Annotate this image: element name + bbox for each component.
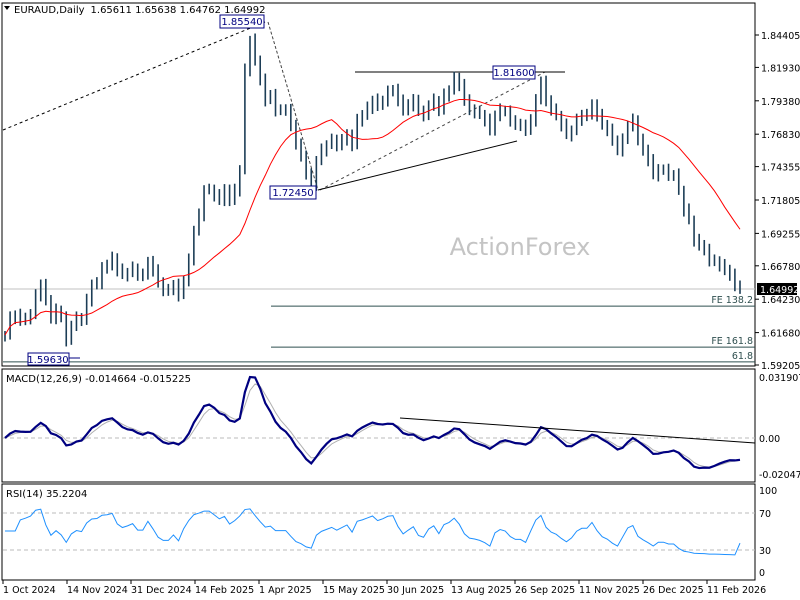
svg-text:1.59630: 1.59630: [27, 355, 68, 366]
price-tick-label: 1.69255: [761, 229, 800, 240]
label-low: 1.72450: [269, 185, 317, 200]
time-tick-label: 14 Nov 2024: [67, 585, 128, 596]
rsi-pane-frame: [1, 483, 756, 581]
time-tick-label: 30 Jun 2025: [387, 585, 444, 596]
fe-138-label: FE 138.2: [711, 295, 753, 306]
moving-average-line: [4, 99, 741, 336]
price-tick-label: 1.71805: [761, 196, 800, 207]
price-tick-label: 1.84405: [761, 31, 800, 42]
macd-tick-bottom: -0.020479: [759, 470, 800, 481]
time-tick-label: 1 Apr 2025: [259, 585, 312, 596]
price-tick-label: 1.79380: [761, 97, 800, 108]
svg-text:1.85540: 1.85540: [221, 17, 262, 28]
support-trendline: [317, 140, 518, 191]
trendlines: [2, 21, 755, 363]
svg-text:1.81600: 1.81600: [493, 68, 534, 79]
macd-tick-top: 0.031907: [759, 373, 800, 384]
macd-signal-line: [4, 383, 741, 468]
label-resistance: 1.81600: [492, 65, 536, 80]
time-tick-label: 11 Feb 2026: [707, 585, 766, 596]
rsi-tick-0: 0: [759, 568, 765, 579]
macd-tick-zero: 0.00: [759, 434, 780, 445]
price-tick-label: 1.61680: [761, 329, 800, 340]
rsi-tick-30: 30: [759, 546, 771, 557]
macd-line: [4, 375, 741, 470]
time-tick-label: 1 Oct 2024: [3, 585, 56, 596]
time-tick-label: 15 May 2025: [323, 585, 385, 596]
rsi-tick-100: 100: [759, 486, 777, 497]
rsi-tick-70: 70: [759, 509, 771, 520]
price-tick-label: 1.81930: [761, 63, 800, 74]
time-tick-label: 31 Dec 2024: [131, 585, 192, 596]
price-tick-label: 1.76830: [761, 130, 800, 141]
rise-dotted-line: [319, 71, 546, 191]
current-price-tag: 1.64992: [757, 283, 799, 296]
rsi-line: [5, 508, 741, 556]
label-prior-low: 1.59630: [27, 352, 80, 366]
fib-61-label: 61.8: [732, 351, 753, 362]
price-axis: 1.84405 1.81930 1.79380 1.76830 1.74355 1.718…: [755, 31, 800, 372]
time-tick-label: 11 Nov 2025: [579, 585, 640, 596]
price-tick-label: 1.64230: [761, 295, 800, 306]
price-tick-label: 1.74355: [761, 163, 800, 174]
price-tick-label: 1.66780: [761, 262, 800, 273]
macd-trendline: [399, 417, 756, 444]
time-tick-label: 13 Aug 2025: [451, 585, 512, 596]
long-dotted-trendline: [2, 21, 266, 131]
macd-title: MACD(12,26,9) -0.014664 -0.015225: [6, 374, 191, 385]
time-tick-label: 26 Sep 2025: [515, 585, 575, 596]
time-tick-label: 14 Feb 2025: [195, 585, 254, 596]
collapse-triangle-icon[interactable]: [4, 6, 10, 10]
label-high: 1.85540: [219, 14, 265, 29]
time-tick-label: 26 Dec 2025: [643, 585, 704, 596]
svg-text:1.64992: 1.64992: [760, 285, 799, 296]
watermark: ActionForex: [450, 233, 591, 261]
price-tick-label: 1.59205: [761, 361, 800, 372]
main-pane-frame: [1, 2, 756, 367]
macd-pane-frame: [1, 368, 756, 483]
svg-text:1.72450: 1.72450: [272, 188, 313, 199]
time-axis: 1 Oct 2024 14 Nov 2024 31 Dec 2024 14 Feb 2…: [2, 580, 766, 596]
fall-dotted-line: [267, 21, 319, 191]
symbol-title: EURAUD,Daily 1.65611 1.65638 1.64762 1.64…: [14, 5, 265, 16]
rsi-title: RSI(14) 35.2204: [6, 489, 87, 500]
price-bars: [4, 33, 741, 347]
fe-161-label: FE 161.8: [711, 336, 753, 347]
